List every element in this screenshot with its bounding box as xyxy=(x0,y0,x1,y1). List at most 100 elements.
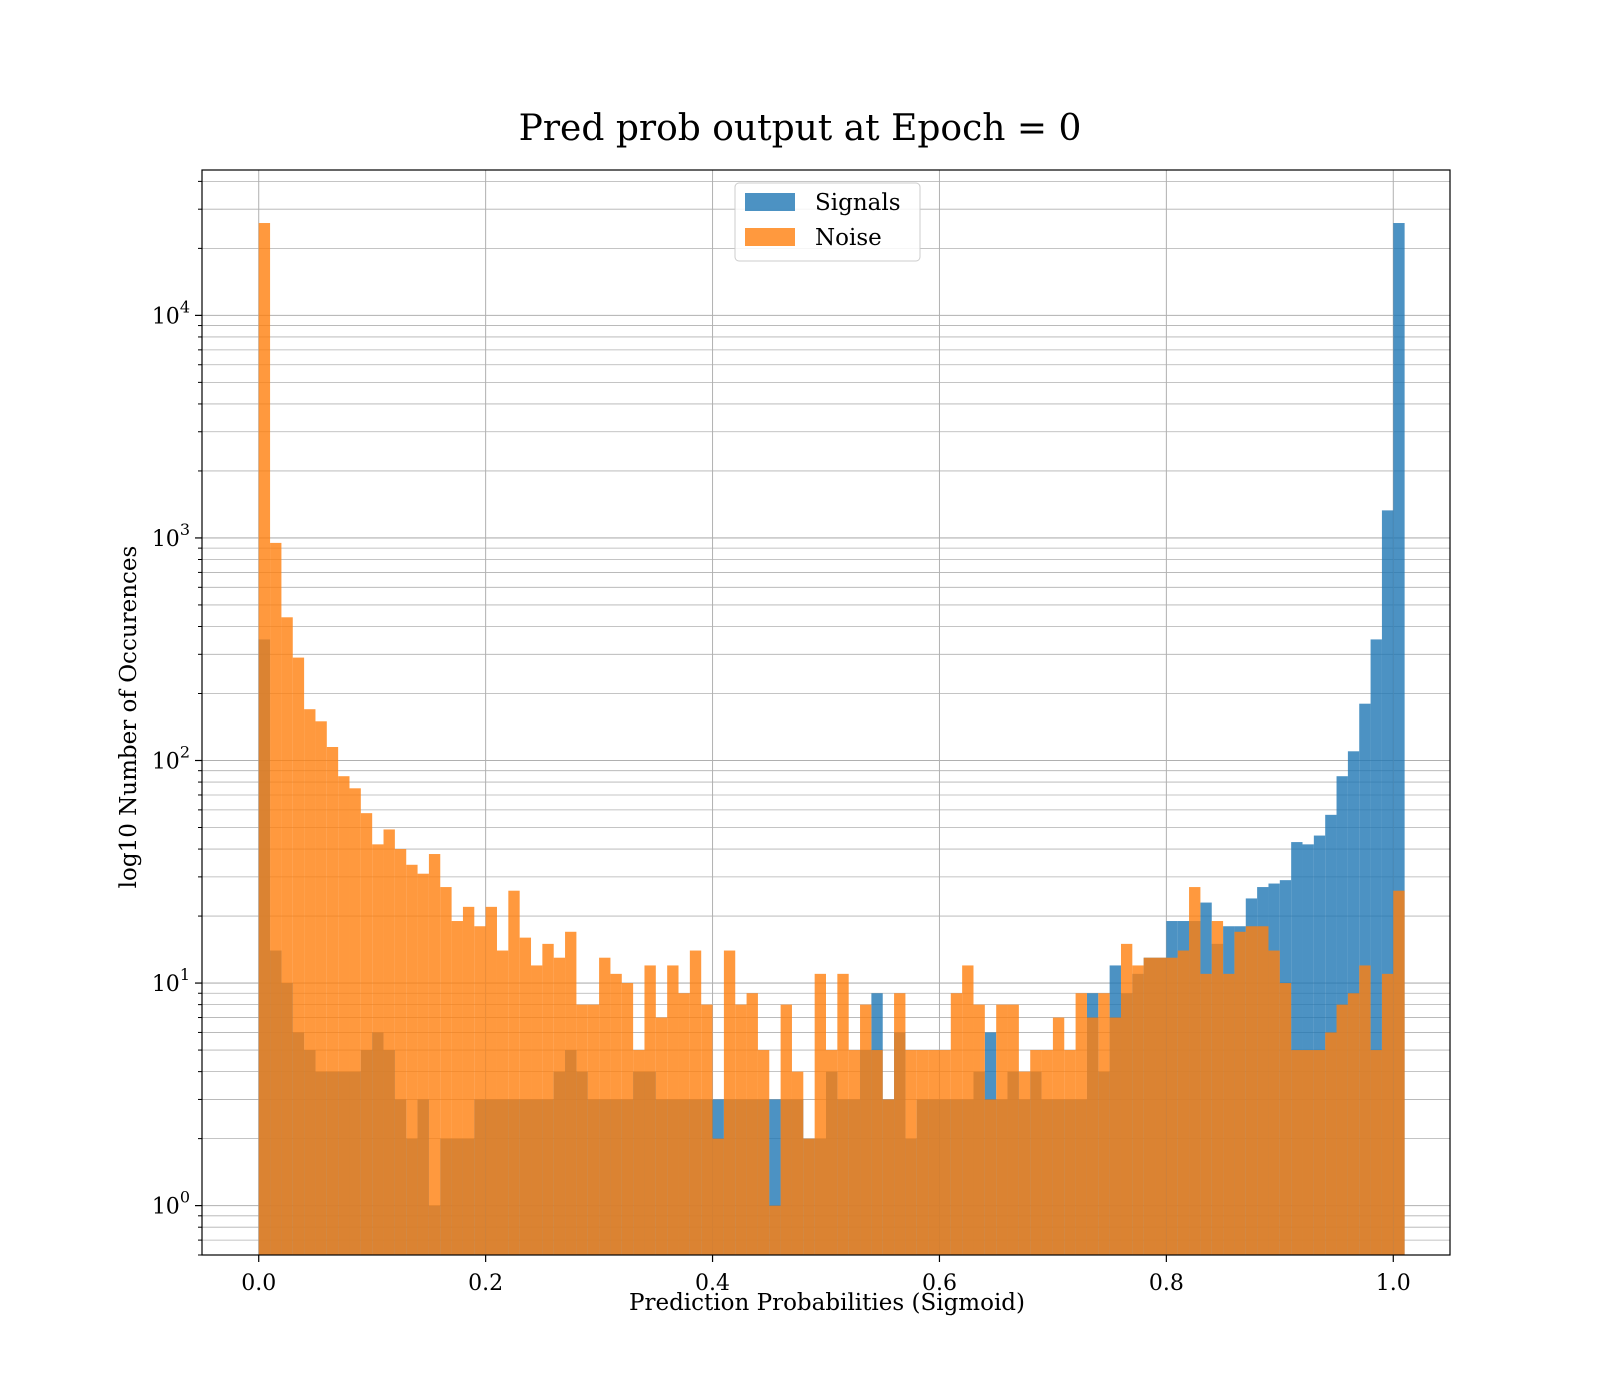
noise-bar-77 xyxy=(1132,965,1144,1255)
noise-bar-79 xyxy=(1155,957,1167,1255)
noise-bar-75 xyxy=(1109,1017,1121,1255)
noise-bar-25 xyxy=(542,943,554,1255)
noise-bar-57 xyxy=(905,1050,917,1255)
x-tick-label-0: 0.0 xyxy=(241,1271,276,1296)
noise-bar-26 xyxy=(553,957,566,1255)
y-tick-label-2: 102 xyxy=(152,743,190,775)
noise-bar-23 xyxy=(519,937,532,1255)
noise-bar-48 xyxy=(803,1138,815,1255)
noise-bar-66 xyxy=(1007,1004,1019,1255)
noise-bar-62 xyxy=(962,965,974,1255)
noise-bar-16 xyxy=(440,887,452,1255)
noise-bar-47 xyxy=(791,1071,804,1255)
noise-bar-12 xyxy=(394,849,407,1255)
noise-bar-59 xyxy=(928,1050,940,1255)
noise-bar-20 xyxy=(485,906,497,1255)
noise-bar-71 xyxy=(1064,1050,1076,1255)
noise-bar-90 xyxy=(1279,983,1292,1255)
x-tick-label-2: 0.4 xyxy=(695,1271,730,1296)
x-tick-label-4: 0.8 xyxy=(1149,1271,1184,1296)
noise-bar-49 xyxy=(814,973,826,1255)
noise-bar-0 xyxy=(258,223,271,1255)
x-tick-label-1: 0.2 xyxy=(468,1271,503,1296)
noise-bar-44 xyxy=(757,1050,770,1255)
noise-bar-2 xyxy=(281,617,293,1255)
y-tick-label-0: 100 xyxy=(152,1188,190,1220)
noise-bar-97 xyxy=(1359,965,1371,1255)
noise-bar-32 xyxy=(621,983,634,1255)
noise-bar-21 xyxy=(496,950,509,1255)
noise-bar-94 xyxy=(1325,1032,1337,1255)
noise-bar-28 xyxy=(576,1004,588,1255)
noise-bar-9 xyxy=(360,813,373,1255)
noise-bar-19 xyxy=(474,926,486,1255)
noise-bar-85 xyxy=(1223,973,1235,1255)
x-axis-label: Prediction Probabilities (Sigmoid) xyxy=(629,1290,1025,1316)
noise-bar-80 xyxy=(1166,957,1178,1255)
legend-swatch-signals xyxy=(745,193,795,211)
noise-bar-58 xyxy=(916,1050,929,1255)
signals-bar-93 xyxy=(1313,835,1326,1255)
legend-label-noise: Noise xyxy=(815,225,882,251)
noise-bar-52 xyxy=(848,1050,861,1255)
noise-bar-50 xyxy=(826,1050,838,1255)
noise-bar-27 xyxy=(565,931,577,1255)
noise-bar-67 xyxy=(1018,1071,1031,1255)
noise-bar-91 xyxy=(1291,1050,1303,1255)
noise-bar-89 xyxy=(1268,950,1280,1255)
noise-bar-82 xyxy=(1189,887,1201,1255)
noise-bar-31 xyxy=(610,973,622,1255)
series-noise xyxy=(258,223,1405,1255)
noise-bar-40 xyxy=(712,1138,724,1255)
noise-bar-24 xyxy=(531,965,543,1255)
signals-bar-92 xyxy=(1302,844,1314,1255)
noise-bar-5 xyxy=(315,721,327,1255)
noise-bar-100 xyxy=(1393,890,1405,1255)
x-tick-label-3: 0.6 xyxy=(922,1271,957,1296)
noise-bar-38 xyxy=(689,950,702,1255)
x-tick-label-5: 1.0 xyxy=(1376,1271,1411,1296)
noise-bar-11 xyxy=(383,829,395,1255)
noise-bar-45 xyxy=(769,1205,781,1255)
noise-bar-72 xyxy=(1075,993,1087,1255)
noise-bar-65 xyxy=(996,1004,1008,1255)
chart-title: Pred prob output at Epoch = 0 xyxy=(519,108,1082,149)
noise-bar-43 xyxy=(746,993,758,1255)
legend-swatch-noise xyxy=(745,228,795,246)
noise-bar-63 xyxy=(973,1004,985,1255)
noise-bar-22 xyxy=(508,890,520,1255)
noise-bar-37 xyxy=(678,993,690,1255)
noise-bar-51 xyxy=(837,973,849,1255)
y-tick-label-1: 101 xyxy=(152,965,190,997)
noise-bar-6 xyxy=(326,746,339,1255)
noise-bar-56 xyxy=(894,993,906,1255)
y-tick-label-4: 104 xyxy=(152,297,190,329)
noise-bar-36 xyxy=(667,965,679,1255)
noise-bar-73 xyxy=(1086,1017,1099,1255)
histogram-bars xyxy=(258,223,1405,1255)
noise-bar-54 xyxy=(871,1050,883,1255)
noise-bar-17 xyxy=(451,921,463,1255)
noise-bar-4 xyxy=(304,709,316,1255)
noise-bar-30 xyxy=(599,957,611,1255)
noise-bar-60 xyxy=(939,1050,951,1255)
y-axis-label: log10 Number of Occurences xyxy=(116,546,142,889)
noise-bar-13 xyxy=(406,864,418,1255)
noise-bar-39 xyxy=(701,1004,713,1255)
noise-bar-33 xyxy=(633,1050,645,1255)
signals-bar-91 xyxy=(1291,842,1303,1255)
noise-bar-55 xyxy=(882,1099,895,1255)
signals-bar-99 xyxy=(1381,510,1394,1255)
noise-bar-76 xyxy=(1120,943,1133,1255)
noise-bar-81 xyxy=(1177,950,1190,1255)
y-tick-label-3: 103 xyxy=(152,520,190,552)
noise-bar-42 xyxy=(735,1004,747,1255)
noise-bar-53 xyxy=(860,1004,872,1255)
noise-bar-35 xyxy=(655,1017,668,1255)
noise-bar-87 xyxy=(1245,926,1258,1255)
noise-bar-68 xyxy=(1030,1050,1042,1255)
noise-bar-98 xyxy=(1370,1050,1382,1255)
noise-bar-92 xyxy=(1302,1050,1314,1255)
signals-bar-45 xyxy=(769,1099,781,1255)
